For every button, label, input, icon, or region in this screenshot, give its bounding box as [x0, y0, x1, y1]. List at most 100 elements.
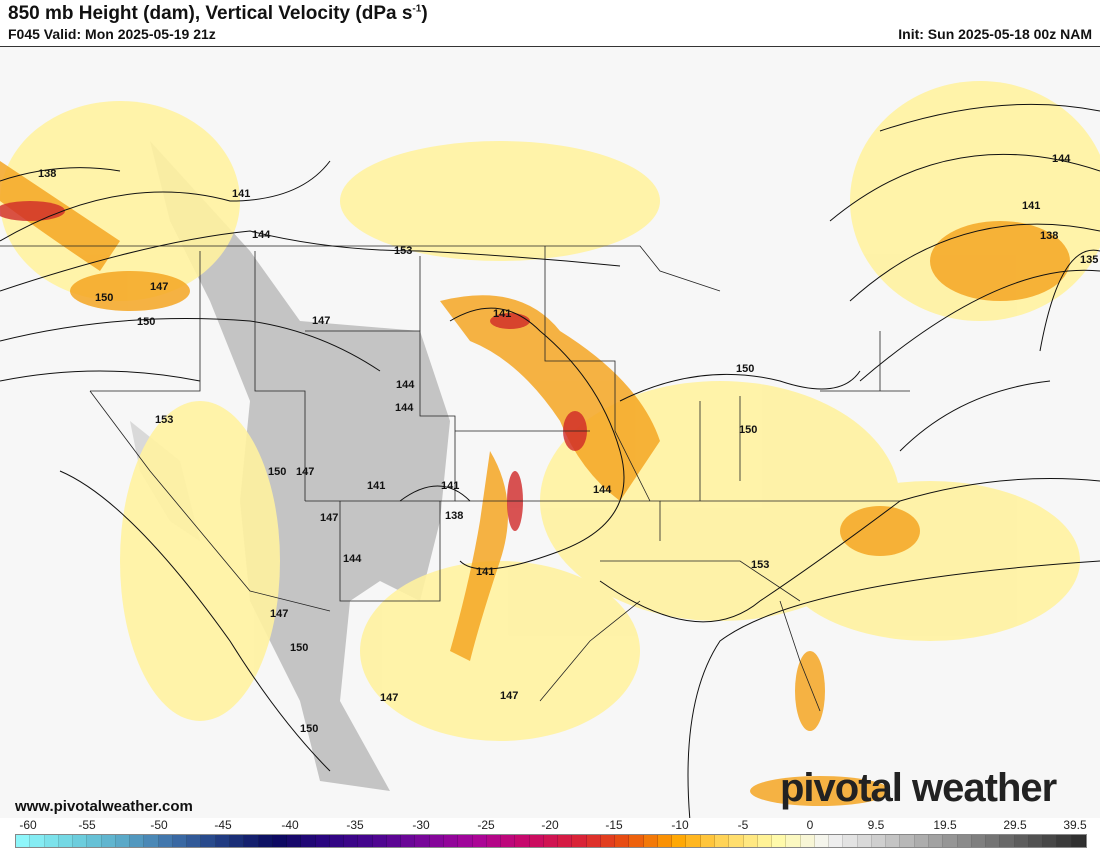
colorbar-swatch	[229, 835, 245, 847]
boundaries	[0, 245, 910, 712]
colorbar-swatch	[700, 835, 716, 847]
colorbar-swatch	[586, 835, 601, 847]
colorbar-swatch	[600, 835, 616, 847]
contour-label: 147	[312, 315, 330, 327]
contour-label: 150	[739, 424, 757, 436]
colorbar-tick: -25	[477, 818, 495, 832]
contour-label: 150	[95, 292, 113, 304]
colorbar-swatch	[543, 835, 559, 847]
init-time: Init: Sun 2025-05-18 00z NAM	[898, 26, 1092, 42]
contour-label: 147	[500, 690, 518, 702]
colorbar-swatch	[1071, 835, 1086, 847]
contour-label: 147	[320, 512, 338, 524]
colorbar-swatch	[287, 835, 302, 847]
colorbar-swatch	[30, 835, 45, 847]
contour-label: 147	[150, 281, 168, 293]
map-canvas: 138 141 144 147 150 153 147 150 153 147 141 144 147 1…	[0, 47, 1100, 822]
colorbar-swatch	[1043, 835, 1058, 847]
contour-label: 138	[445, 510, 463, 522]
contour-label: 150	[736, 363, 754, 375]
contour-label: 144	[593, 484, 612, 496]
contour-label: 141	[476, 566, 494, 578]
colorbar-swatch	[772, 835, 787, 847]
map-title: 850 mb Height (dam), Vertical Velocity (…	[8, 3, 428, 24]
valid-time: F045 Valid: Mon 2025-05-19 21z	[8, 26, 216, 42]
colorbar-tick: -40	[281, 818, 299, 832]
colorbar-tick: -10	[671, 818, 689, 832]
header: 850 mb Height (dam), Vertical Velocity (…	[0, 0, 1100, 46]
colorbar-swatch	[244, 835, 259, 847]
colorbar-swatch	[258, 835, 273, 847]
contour-label: 150	[300, 723, 318, 735]
colorbar-tick: 9.5	[867, 818, 885, 832]
orange-ascent-areas	[0, 161, 1070, 806]
colorbar-swatch	[672, 835, 687, 847]
colorbar-swatch	[871, 835, 887, 847]
brand-logo: pivotal weather	[780, 766, 1057, 810]
height-contours	[0, 103, 1100, 822]
contour-label: 144	[395, 402, 414, 414]
colorbar-tick: -55	[78, 818, 96, 832]
contour-label: 150	[137, 316, 155, 328]
colorbar-swatch	[144, 835, 159, 847]
colorbar-swatch	[172, 835, 188, 847]
colorbar-swatch	[472, 835, 487, 847]
colorbar-swatch	[44, 835, 59, 847]
site-url[interactable]: www.pivotalweather.com	[15, 798, 193, 815]
contour-label: 147	[270, 608, 288, 620]
contour-label: 153	[751, 559, 769, 571]
colorbar-tick: -5	[737, 818, 749, 832]
colorbar-swatch	[401, 835, 416, 847]
colorbar-swatch	[529, 835, 544, 847]
colorbar-swatch	[986, 835, 1001, 847]
colorbar-swatch	[615, 835, 630, 847]
colorbar-swatch	[943, 835, 958, 847]
colorbar-swatch	[800, 835, 815, 847]
contour-label: 153	[394, 245, 412, 257]
colorbar-swatch	[458, 835, 473, 847]
contour-label: 150	[268, 466, 286, 478]
contour-label: 141	[493, 308, 511, 320]
colorbar-swatch	[329, 835, 345, 847]
contour-label: 153	[155, 414, 173, 426]
colorbar-swatch	[715, 835, 730, 847]
colorbar-swatch	[814, 835, 830, 847]
colorbar-swatch	[786, 835, 801, 847]
contour-labels: 138 141 144 147 150 153 147 150 153 147 141 144 147 1…	[38, 153, 1098, 735]
colorbar-swatch	[272, 835, 288, 847]
colorbar-swatch	[643, 835, 658, 847]
colorbar-swatch	[686, 835, 701, 847]
colorbar-swatch	[829, 835, 844, 847]
colorbar	[15, 834, 1087, 848]
colorbar-swatch	[201, 835, 216, 847]
contour-label: 138	[1040, 230, 1058, 242]
contour-label: 147	[296, 466, 314, 478]
colorbar-swatch	[215, 835, 230, 847]
colorbar-swatch	[486, 835, 502, 847]
colorbar-swatch	[729, 835, 744, 847]
colorbar-swatch	[743, 835, 758, 847]
colorbar-swatch	[1028, 835, 1044, 847]
colorbar-swatch	[130, 835, 145, 847]
colorbar-swatch	[187, 835, 202, 847]
colorbar-tick: -50	[150, 818, 168, 832]
colorbar-swatch	[443, 835, 459, 847]
contour-label: 141	[367, 480, 385, 492]
contour-label: 141	[1022, 200, 1040, 212]
colorbar-swatch	[657, 835, 673, 847]
colorbar-swatch	[857, 835, 872, 847]
colorbar-swatch	[358, 835, 373, 847]
colorbar-swatch	[843, 835, 858, 847]
colorbar-swatch	[572, 835, 587, 847]
colorbar-swatch	[115, 835, 131, 847]
colorbar-swatch	[315, 835, 330, 847]
colorbar-swatch	[900, 835, 915, 847]
colorbar-swatch	[929, 835, 944, 847]
colorbar-tick: 19.5	[933, 818, 957, 832]
colorbar-swatch	[101, 835, 116, 847]
colorbar-tick: -35	[346, 818, 364, 832]
colorbar-swatch	[757, 835, 773, 847]
colorbar-swatch	[886, 835, 901, 847]
colorbar-tick: -45	[214, 818, 232, 832]
colorbar-tick: -20	[541, 818, 559, 832]
